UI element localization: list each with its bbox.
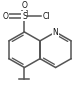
Text: S: S xyxy=(22,12,27,21)
Text: O: O xyxy=(2,12,8,21)
Text: N: N xyxy=(53,27,58,36)
Text: O: O xyxy=(21,1,27,10)
Text: Cl: Cl xyxy=(43,12,50,21)
